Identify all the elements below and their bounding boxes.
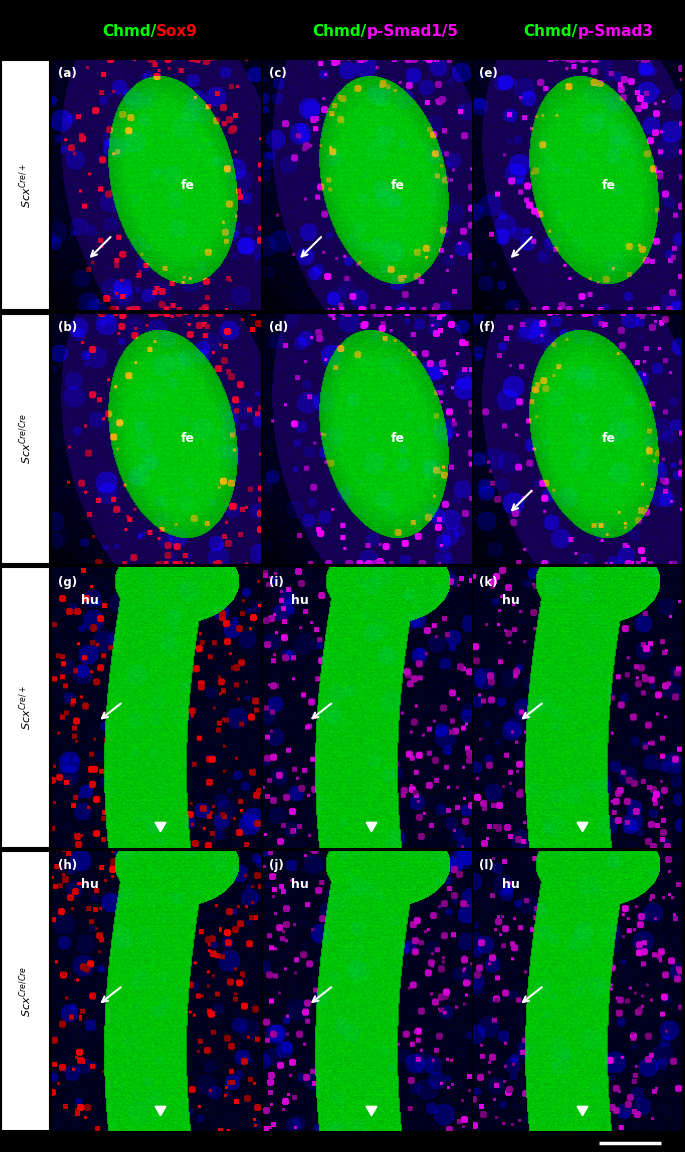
Text: (a): (a) [58, 68, 77, 81]
Text: hu: hu [501, 878, 519, 892]
Text: (k): (k) [479, 576, 498, 589]
Text: $\mathit{Scx}^{\mathit{Cre/Cre}}$: $\mathit{Scx}^{\mathit{Cre/Cre}}$ [17, 414, 34, 464]
Text: fe: fe [391, 432, 405, 445]
Text: $\mathit{Scx}^{\mathit{Cre/+}}$: $\mathit{Scx}^{\mathit{Cre/+}}$ [17, 162, 34, 207]
Text: (e): (e) [479, 68, 498, 81]
Text: hu: hu [291, 878, 309, 892]
Text: hu: hu [81, 878, 99, 892]
Text: p-Smad3: p-Smad3 [577, 23, 653, 39]
Text: fe: fe [391, 179, 405, 191]
Text: (d): (d) [269, 321, 288, 334]
Text: (i): (i) [269, 576, 284, 589]
Text: hu: hu [81, 594, 99, 607]
Text: $\mathit{Scx}^{\mathit{Cre/+}}$: $\mathit{Scx}^{\mathit{Cre/+}}$ [17, 684, 34, 730]
Text: (j): (j) [269, 859, 284, 872]
Text: (g): (g) [58, 576, 77, 589]
Text: (l): (l) [479, 859, 494, 872]
Text: Sox9: Sox9 [156, 23, 198, 39]
Text: Chmd/: Chmd/ [523, 23, 577, 39]
Text: (h): (h) [58, 859, 77, 872]
Text: hu: hu [501, 594, 519, 607]
Text: Chmd/: Chmd/ [312, 23, 367, 39]
Text: fe: fe [601, 179, 616, 191]
Text: hu: hu [291, 594, 309, 607]
Text: (f): (f) [479, 321, 495, 334]
Text: fe: fe [181, 432, 195, 445]
Text: Chmd/: Chmd/ [102, 23, 156, 39]
Text: $\mathit{Scx}^{\mathit{Cre/Cre}}$: $\mathit{Scx}^{\mathit{Cre/Cre}}$ [17, 965, 34, 1017]
Text: p-Smad1/5: p-Smad1/5 [367, 23, 459, 39]
Text: (c): (c) [269, 68, 286, 81]
Text: fe: fe [601, 432, 616, 445]
Text: (b): (b) [58, 321, 77, 334]
Text: fe: fe [181, 179, 195, 191]
